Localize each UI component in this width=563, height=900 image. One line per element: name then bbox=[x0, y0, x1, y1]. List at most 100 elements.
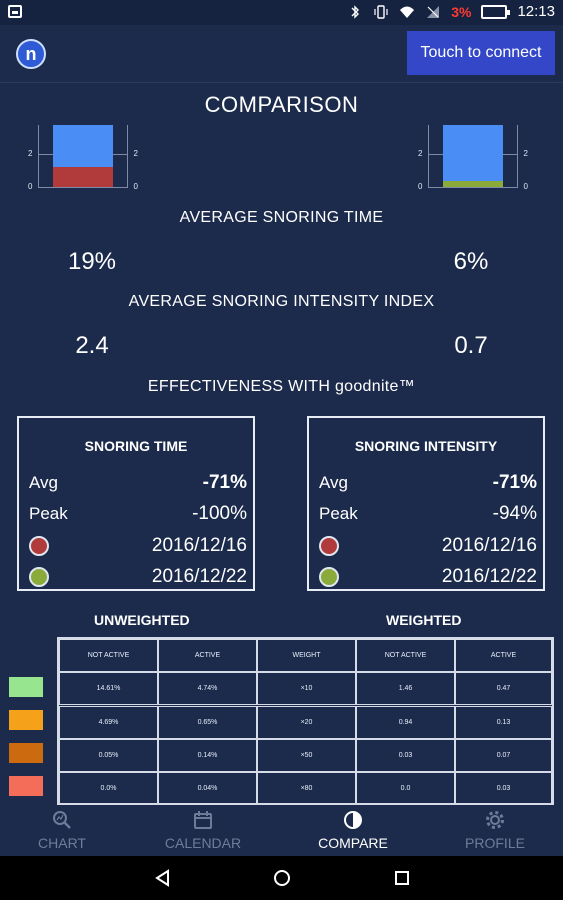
peak-row: Peak -100% bbox=[29, 500, 247, 528]
wifi-icon bbox=[400, 6, 415, 18]
table-cell: 0.07 bbox=[455, 739, 552, 772]
peak-value: -94% bbox=[492, 503, 537, 524]
table-cell: 4.74% bbox=[158, 672, 257, 705]
tick-label: 2 bbox=[523, 149, 528, 158]
tick-label: 2 bbox=[133, 149, 138, 158]
avg-snoring-time-label: AVERAGE SNORING TIME bbox=[179, 209, 384, 226]
compare-icon bbox=[344, 811, 362, 829]
red-dot-icon bbox=[319, 536, 339, 556]
weighted-label: WEIGHTED bbox=[386, 612, 462, 628]
table-cell: 0.14% bbox=[158, 739, 257, 772]
date-row-after: 2016/12/22 bbox=[319, 563, 537, 591]
level-color-swatch bbox=[9, 743, 43, 763]
table-cell: 0.13 bbox=[455, 706, 552, 739]
date-row-before: 2016/12/16 bbox=[29, 532, 247, 560]
battery-charging-icon bbox=[481, 4, 511, 19]
tick-label: 0 bbox=[418, 182, 423, 191]
touch-to-connect-button[interactable]: Touch to connect bbox=[407, 31, 555, 75]
goodnite-logo[interactable]: n bbox=[16, 39, 46, 69]
tick-label: 0 bbox=[523, 182, 528, 191]
avg-snoring-time-after: 6% bbox=[453, 248, 489, 275]
nav-label: CALENDAR bbox=[164, 835, 242, 851]
nav-profile[interactable]: PROFILE bbox=[435, 806, 555, 856]
table-header-cell: NOT ACTIVE bbox=[356, 639, 455, 672]
tick-label: 2 bbox=[418, 149, 423, 158]
status-icons: 3% 12:13 bbox=[347, 3, 555, 20]
date-before: 2016/12/16 bbox=[441, 535, 537, 556]
snoring-level-table: NOT ACTIVE ACTIVE WEIGHT NOT ACTIVE ACTIVE 14… bbox=[57, 637, 554, 805]
bar-segment-blue bbox=[443, 125, 503, 181]
table-cell: 14.61% bbox=[59, 672, 158, 705]
table-cell: 0.05% bbox=[59, 739, 158, 772]
avg-label: Avg bbox=[29, 473, 58, 492]
date-after: 2016/12/22 bbox=[441, 566, 537, 587]
green-dot-icon bbox=[319, 567, 339, 587]
snoring-time-box: SNORING TIME Avg -71% Peak -100% 2016/12… bbox=[17, 416, 255, 591]
table-cell: 4.69% bbox=[59, 706, 158, 739]
avg-row: Avg -71% bbox=[319, 469, 537, 497]
unweighted-label: UNWEIGHTED bbox=[94, 612, 190, 628]
table-cell: 0.47 bbox=[455, 672, 552, 705]
table-cell: ×10 bbox=[257, 672, 356, 705]
table-cell: 0.03 bbox=[356, 739, 455, 772]
level-color-swatch bbox=[9, 710, 43, 730]
peak-value: -100% bbox=[192, 503, 247, 524]
table-cell: ×50 bbox=[257, 739, 356, 772]
home-icon[interactable] bbox=[272, 868, 292, 888]
nav-chart[interactable]: CHART bbox=[2, 806, 122, 856]
page-title: COMPARISON bbox=[204, 92, 359, 117]
app-bar: n Touch to connect bbox=[0, 25, 563, 83]
table-header-cell: NOT ACTIVE bbox=[59, 639, 158, 672]
nav-compare[interactable]: COMPARE bbox=[293, 806, 413, 856]
table-cell: ×20 bbox=[257, 706, 356, 739]
vibrate-icon bbox=[374, 4, 388, 19]
table-cell: 0.03 bbox=[455, 772, 552, 805]
peak-label: Peak bbox=[319, 504, 358, 523]
tick-label: 0 bbox=[133, 182, 138, 191]
no-signal-icon bbox=[427, 5, 440, 18]
nav-calendar[interactable]: CALENDAR bbox=[143, 806, 263, 856]
avg-intensity-after: 0.7 bbox=[454, 332, 488, 359]
tick-label: 0 bbox=[28, 182, 33, 191]
chart-search-icon bbox=[53, 811, 71, 829]
table-cell: 0.65% bbox=[158, 706, 257, 739]
tick-label: 2 bbox=[28, 149, 33, 158]
box-title: SNORING TIME bbox=[84, 438, 188, 454]
avg-intensity-before: 2.4 bbox=[75, 332, 109, 359]
calendar-icon bbox=[194, 811, 212, 829]
avg-intensity-label: AVERAGE SNORING INTENSITY INDEX bbox=[128, 293, 435, 310]
nav-label: PROFILE bbox=[465, 835, 525, 851]
status-bar: 3% 12:13 bbox=[0, 0, 563, 25]
avg-row: Avg -71% bbox=[29, 469, 247, 497]
table-cell: 0.0 bbox=[356, 772, 455, 805]
table-cell: 0.0% bbox=[59, 772, 158, 805]
bar-segment-blue bbox=[53, 125, 113, 167]
bar-segment-green bbox=[443, 181, 503, 187]
avg-snoring-time-before: 19% bbox=[67, 248, 117, 275]
nav-label: COMPARE bbox=[318, 835, 388, 851]
peak-row: Peak -94% bbox=[319, 500, 537, 528]
table-cell: 1.46 bbox=[356, 672, 455, 705]
back-icon[interactable] bbox=[153, 868, 173, 888]
green-dot-icon bbox=[29, 567, 49, 587]
gear-icon bbox=[486, 811, 504, 829]
table-header-cell: WEIGHT bbox=[257, 639, 356, 672]
screenshot-notification-icon bbox=[8, 5, 22, 18]
bluetooth-icon bbox=[351, 4, 360, 19]
system-nav-bar bbox=[0, 856, 563, 900]
red-dot-icon bbox=[29, 536, 49, 556]
snoring-intensity-box: SNORING INTENSITY Avg -71% Peak -94% 201… bbox=[307, 416, 545, 591]
table-cell: 0.94 bbox=[356, 706, 455, 739]
effectiveness-label: EFFECTIVENESS WITH goodnite™ bbox=[147, 378, 416, 395]
bottom-nav: CHART CALENDAR COMPARE PROFILE bbox=[0, 806, 563, 856]
level-color-swatch bbox=[9, 776, 43, 796]
mini-chart-before: 2 0 2 0 bbox=[28, 125, 138, 191]
table-header-cell: ACTIVE bbox=[455, 639, 552, 672]
clock: 12:13 bbox=[517, 3, 555, 20]
battery-percent: 3% bbox=[451, 3, 472, 20]
recents-icon[interactable] bbox=[392, 868, 412, 888]
level-color-swatch bbox=[9, 677, 43, 697]
table-header-cell: ACTIVE bbox=[158, 639, 257, 672]
bar-segment-red bbox=[53, 167, 113, 187]
date-row-before: 2016/12/16 bbox=[319, 532, 537, 560]
